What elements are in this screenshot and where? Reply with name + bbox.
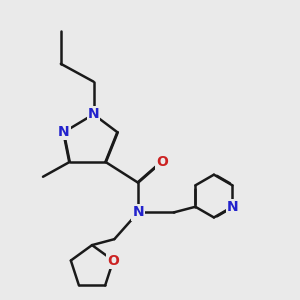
Text: N: N: [58, 125, 70, 139]
Text: N: N: [88, 107, 99, 121]
Text: O: O: [107, 254, 119, 268]
Text: N: N: [226, 200, 238, 214]
Text: O: O: [156, 155, 168, 169]
Text: N: N: [132, 206, 144, 219]
